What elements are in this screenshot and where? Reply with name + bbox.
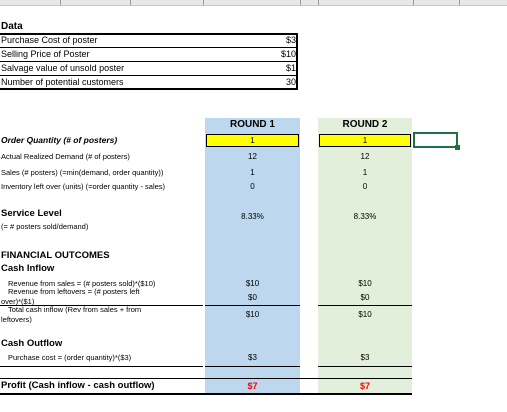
round1-revenue-leftovers[interactable]: $0	[248, 293, 257, 302]
column-separator	[60, 0, 61, 5]
cash-outflow-heading: Cash Outflow	[1, 338, 63, 349]
round2-actual-demand[interactable]: 12	[360, 152, 370, 161]
column-separator	[318, 0, 319, 5]
round2-revenue-sales[interactable]: $10	[358, 279, 372, 288]
data-row-divider	[0, 75, 298, 76]
data-value-purchase-cost[interactable]: $3	[285, 35, 296, 45]
round1-total-cash-inflow[interactable]: $10	[245, 310, 260, 319]
data-row-divider	[0, 61, 298, 62]
round2-total-cash-inflow[interactable]: $10	[358, 310, 372, 319]
round1-inventory-left[interactable]: 0	[250, 182, 255, 191]
inventory-left-label: Inventory left over (units) (=order quan…	[1, 182, 166, 191]
purchase-cost-label: Purchase cost = (order quantity)*($3)	[8, 353, 132, 362]
column-separator	[459, 0, 460, 5]
round2-purchase-cost-bottom-border	[318, 366, 412, 367]
data-label-selling-price[interactable]: Selling Price of Poster	[1, 49, 90, 59]
data-value-potential-customers[interactable]: 30	[285, 77, 296, 87]
purchase-cost-bottom-border	[0, 366, 203, 367]
order-quantity-label: Order Quantity (# of posters)	[1, 135, 118, 145]
round2-service-level[interactable]: 8.33%	[353, 212, 377, 221]
round1-column	[205, 118, 300, 395]
revenue-sales-label: Revenue from sales = (# posters sold)*($…	[8, 279, 156, 288]
total-cash-inflow-label-cont: leftovers)	[1, 316, 32, 323]
total-inflow-top-border	[0, 305, 203, 306]
round1-profit[interactable]: $7	[247, 381, 258, 391]
total-cash-inflow-label: Total cash inflow (Rev from sales + from	[8, 306, 142, 314]
round2-column	[318, 118, 412, 395]
round2-revenue-leftovers[interactable]: $0	[360, 293, 370, 302]
fill-handle[interactable]	[455, 145, 460, 150]
round1-actual-demand[interactable]: 12	[248, 152, 257, 161]
data-row-divider	[0, 47, 298, 48]
data-value-selling-price[interactable]: $10	[280, 49, 296, 59]
data-label-salvage-value[interactable]: Salvage value of unsold poster	[1, 63, 125, 73]
data-label-purchase-cost[interactable]: Purchase Cost of poster	[1, 35, 98, 45]
service-level-sublabel: (= # posters sold/demand)	[1, 222, 89, 231]
sales-label: Sales (# posters) (=min(demand, order qu…	[1, 168, 164, 177]
profit-top-border	[0, 378, 412, 379]
round2-inventory-left[interactable]: 0	[362, 182, 368, 191]
round2-profit[interactable]: $7	[359, 381, 370, 391]
service-level-label: Service Level	[1, 208, 62, 219]
revenue-leftovers-label: Revenue from leftovers = (# posters left	[8, 288, 140, 296]
round1-purchase-cost[interactable]: $3	[248, 353, 257, 362]
column-separator	[203, 0, 204, 5]
round1-service-level[interactable]: 8.33%	[241, 212, 264, 221]
column-separator	[300, 0, 301, 5]
profit-bottom-border	[0, 393, 412, 395]
cash-inflow-heading: Cash Inflow	[1, 263, 55, 274]
round1-total-inflow-top-border	[205, 305, 300, 306]
data-title: Data	[1, 21, 23, 32]
round2-sales[interactable]: 1	[362, 168, 368, 177]
data-label-potential-customers[interactable]: Number of potential customers	[1, 77, 124, 87]
revenue-leftovers-label-cont: over)*($1)	[1, 298, 35, 305]
column-header-strip	[0, 0, 507, 6]
data-value-salvage-value[interactable]: $1	[285, 63, 296, 73]
round1-sales[interactable]: 1	[250, 168, 255, 177]
selected-cell[interactable]	[413, 132, 458, 148]
financial-outcomes-heading: FINANCIAL OUTCOMES	[1, 250, 110, 261]
round2-order-quantity-input[interactable]: 1	[319, 134, 411, 147]
round2-header[interactable]: ROUND 2	[342, 119, 388, 130]
round1-purchase-cost-bottom-border	[205, 366, 300, 367]
actual-demand-label: Actual Realized Demand (# of posters)	[1, 152, 130, 161]
round1-revenue-sales[interactable]: $10	[245, 279, 260, 288]
profit-label: Profit (Cash inflow - cash outflow)	[1, 380, 155, 391]
round2-total-inflow-top-border	[318, 305, 412, 306]
column-separator	[130, 0, 131, 5]
round1-header[interactable]: ROUND 1	[229, 119, 275, 130]
round2-purchase-cost[interactable]: $3	[360, 353, 370, 362]
column-separator	[413, 0, 414, 5]
round1-order-quantity-input[interactable]: 1	[206, 134, 299, 147]
